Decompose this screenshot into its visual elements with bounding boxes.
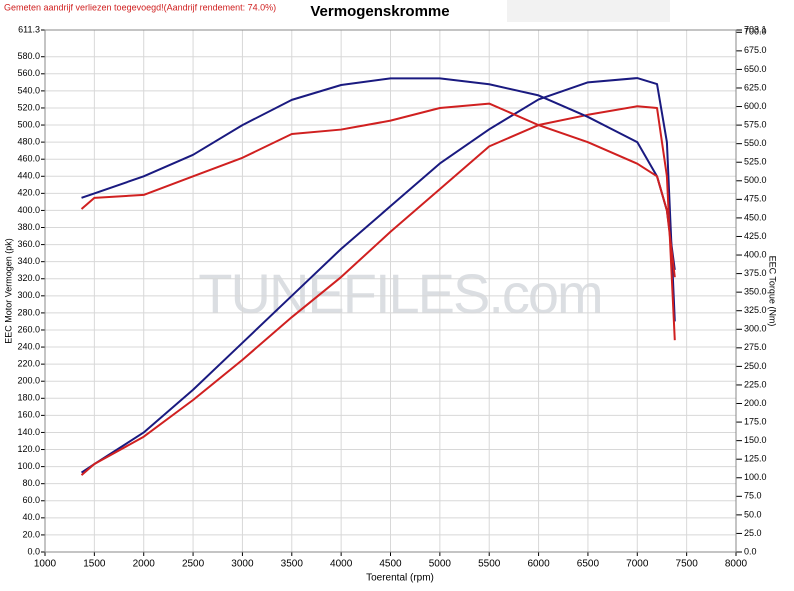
y-tick-label: 540.0 (17, 85, 40, 95)
x-tick-label: 3000 (231, 559, 254, 570)
y-tick-label: 140.0 (17, 427, 40, 437)
y2-tick-label: 575.0 (744, 119, 767, 129)
y-axis-label: EEC Motor Vermogen (pk) (3, 238, 13, 344)
y2-tick-label: 675.0 (744, 45, 767, 55)
y2-tick-label: 275.0 (744, 342, 767, 352)
x-axis-label: Toerental (rpm) (366, 573, 434, 584)
y-tick-label: 580.0 (17, 51, 40, 61)
x-tick-label: 7500 (676, 559, 699, 570)
y2-tick-label: 450.0 (744, 212, 767, 222)
y-tick-label: 460.0 (17, 154, 40, 164)
chart-title: Vermogenskromme (310, 3, 449, 20)
y-tick-label: 100.0 (17, 461, 40, 471)
y2-tick-label: 50.0 (744, 509, 762, 519)
y-tick-label: 220.0 (17, 359, 40, 369)
x-tick-label: 1000 (34, 559, 57, 570)
y-tick-label: 320.0 (17, 273, 40, 283)
y-tick-label: 160.0 (17, 410, 40, 420)
y2-tick-label: 300.0 (744, 324, 767, 334)
y-tick-label: 200.0 (17, 376, 40, 386)
x-tick-label: 2500 (182, 559, 205, 570)
y2-tick-label: 550.0 (744, 138, 767, 148)
y2-tick-label: 125.0 (744, 454, 767, 464)
y2-tick-label: 75.0 (744, 491, 762, 501)
y2-tick-label: 525.0 (744, 157, 767, 167)
y-tick-label: 60.0 (22, 495, 40, 505)
x-tick-label: 4500 (379, 559, 402, 570)
y-tick-label: 0.0 (27, 546, 40, 556)
y2-tick-label: 650.0 (744, 64, 767, 74)
line (80, 102, 676, 278)
x-tick-label: 7000 (626, 559, 649, 570)
y2-tick-label: 200.0 (744, 398, 767, 408)
y2-tick-label: 600.0 (744, 101, 767, 111)
y-tick-label: 340.0 (17, 256, 40, 266)
y2-tick-label: 25.0 (744, 528, 762, 538)
y-tick-label: 180.0 (17, 393, 40, 403)
y-tick-label: 500.0 (17, 119, 40, 129)
y2-tick-label: 500.0 (744, 175, 767, 185)
y2-axis-label: EEC Torque (Nm) (768, 256, 778, 327)
x-tick-label: 2000 (133, 559, 156, 570)
y-tick-label: 611.3 (18, 24, 40, 34)
y-tick-label: 40.0 (22, 512, 40, 522)
y-tick-label: 360.0 (17, 239, 40, 249)
y-tick-label: 420.0 (17, 188, 40, 198)
line (81, 77, 676, 271)
y2-tick-label: 225.0 (744, 379, 767, 389)
y2-tick-label: 325.0 (744, 305, 767, 315)
y-tick-label: 480.0 (17, 136, 40, 146)
y-tick-label: 20.0 (22, 529, 40, 539)
y2-tick-label: 700.0 (744, 27, 767, 37)
y-tick-label: 440.0 (17, 171, 40, 181)
y2-tick-label: 250.0 (744, 361, 767, 371)
x-tick-label: 1500 (83, 559, 106, 570)
y2-tick-label: 703.1 (744, 24, 767, 34)
y-tick-label: 300.0 (17, 290, 40, 300)
y2-tick-label: 175.0 (744, 416, 767, 426)
y-tick-label: 560.0 (17, 68, 40, 78)
y2-tick-label: 150.0 (744, 435, 767, 445)
x-tick-label: 6000 (527, 559, 550, 570)
note: Gemeten aandrijf verliezen toegevoegd!(A… (4, 2, 276, 12)
x-tick-label: 5000 (429, 559, 452, 570)
plot-border (44, 29, 737, 553)
y-tick-label: 400.0 (17, 205, 40, 215)
y2-tick-label: 0.0 (744, 546, 757, 556)
line (80, 77, 676, 474)
y-tick-label: 80.0 (22, 478, 40, 488)
x-tick-label: 6500 (577, 559, 600, 570)
x-tick-label: 5500 (478, 559, 501, 570)
line (80, 105, 676, 476)
y-tick-label: 520.0 (17, 102, 40, 112)
y2-tick-label: 400.0 (744, 249, 767, 259)
y2-tick-label: 350.0 (744, 287, 767, 297)
watermark: TUNEFILES.com (198, 262, 601, 325)
y-tick-label: 260.0 (17, 324, 40, 334)
x-tick-label: 3500 (281, 559, 304, 570)
y-tick-label: 240.0 (17, 341, 40, 351)
y2-tick-label: 100.0 (744, 472, 767, 482)
y-tick-label: 380.0 (17, 222, 40, 232)
header-box (507, 0, 670, 22)
y2-tick-label: 375.0 (744, 268, 767, 278)
y-tick-label: 280.0 (17, 307, 40, 317)
y2-tick-label: 625.0 (744, 82, 767, 92)
y-tick-label: 120.0 (17, 444, 40, 454)
y2-tick-label: 425.0 (744, 231, 767, 241)
x-tick-label: 4000 (330, 559, 353, 570)
x-tick-label: 8000 (725, 559, 748, 570)
y2-tick-label: 475.0 (744, 194, 767, 204)
